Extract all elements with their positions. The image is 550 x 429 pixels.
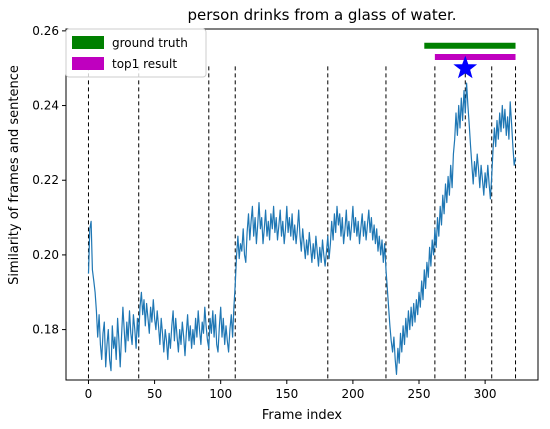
- vertical-boundary-lines: [87, 66, 517, 380]
- x-tick-label-3: 150: [275, 387, 298, 401]
- x-tick-label-4: 200: [341, 387, 364, 401]
- legend-swatch-top1-result: [72, 57, 104, 70]
- y-tick-label-2: 0.22: [32, 173, 59, 187]
- marker-layer: [424, 42, 516, 79]
- legend-label-top1-result: top1 result: [112, 57, 177, 71]
- x-tick-label-1: 50: [147, 387, 162, 401]
- legend-swatch-ground-truth: [72, 36, 104, 49]
- y-tick-label-1: 0.20: [32, 248, 59, 262]
- legend: ground truth top1 result: [65, 28, 207, 78]
- x-tick-label-2: 100: [209, 387, 232, 401]
- plot-frame: [65, 28, 539, 381]
- x-tick-label-6: 300: [474, 387, 497, 401]
- x-tick-label-0: 0: [85, 387, 93, 401]
- legend-label-ground-truth: ground truth: [112, 36, 188, 50]
- y-tick-label-4: 0.26: [32, 24, 59, 38]
- y-tick-label-3: 0.24: [32, 99, 59, 113]
- y-axis-title: Similarity of frames and sentence: [7, 65, 22, 285]
- series-line-0: [87, 82, 517, 375]
- chart-title: person drinks from a glass of water.: [187, 6, 456, 24]
- x-tick-label-5: 250: [408, 387, 431, 401]
- x-axis-title: Frame index: [262, 408, 343, 423]
- y-tick-label-0: 0.18: [32, 323, 59, 337]
- series-layer: [87, 82, 517, 375]
- axes: 0 50 100 150 200 250 300 0.18 0.20 0.22 0.24 0.26: [32, 24, 539, 401]
- star-marker: [453, 55, 478, 79]
